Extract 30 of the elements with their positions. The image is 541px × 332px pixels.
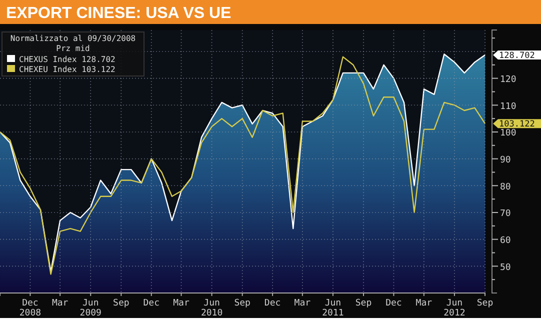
x-tick-label: Mar [416, 298, 433, 308]
y-tick-label: 60 [500, 236, 511, 246]
y-tick-label: 110 [500, 102, 516, 112]
legend-label: CHEXUS Index 128.702 [19, 55, 116, 64]
x-tick-label: Jun 2009 [80, 298, 102, 318]
x-tick-label: Jun 2010 [200, 298, 223, 318]
y-tick-label: 50 [500, 262, 511, 273]
x-tick-label: Sep [113, 298, 130, 308]
x-tick-label: Mar [294, 298, 312, 308]
y-tick-label: 100 [500, 128, 516, 139]
x-tick-label: Dec [264, 298, 281, 308]
y-tick-label: 70 [500, 209, 511, 220]
data-label: 103.122 [499, 120, 535, 130]
x-tick-label: Sep [355, 298, 372, 308]
legend-title: Normalizzato al 09/30/2008 Prz mid [10, 34, 136, 53]
y-tick-label: 120 [500, 74, 516, 85]
x-tick-label: Jun 2011 [322, 298, 344, 318]
x-tick-label: Mar [173, 298, 190, 308]
x-tick-label: Mar [52, 298, 69, 308]
x-tick-label: Sep [234, 298, 250, 308]
x-tick-label: Dec 2008 [19, 298, 42, 318]
y-tick-label: 90 [500, 155, 511, 166]
x-tick-label: Dec [143, 298, 160, 308]
data-label: 128.702 [499, 50, 535, 61]
x-tick-label: Jun 2012 [444, 298, 466, 318]
x-tick-label: Dec [386, 298, 402, 308]
x-tick-label: Sep [476, 298, 494, 308]
chart-title: EXPORT CINESE: USA VS UE [6, 5, 232, 22]
legend-label: CHEXEU Index 103.122 [19, 65, 116, 74]
y-tick-label: 80 [500, 182, 511, 192]
